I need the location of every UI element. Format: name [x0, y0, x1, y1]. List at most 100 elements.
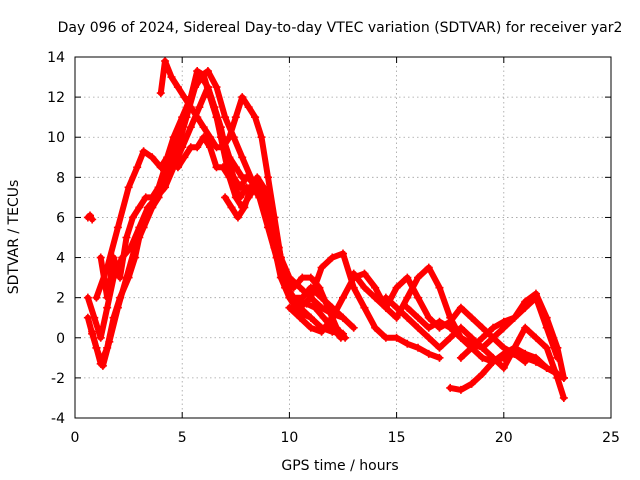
data-point [339, 293, 347, 302]
data-point [381, 333, 390, 342]
data-point [339, 313, 347, 322]
data-point [253, 173, 262, 182]
data-point [403, 313, 412, 322]
data-point [225, 173, 234, 182]
data-point [403, 293, 412, 302]
data-point [231, 113, 240, 122]
data-point [103, 293, 112, 302]
data-point [553, 369, 562, 378]
series-track-12 [446, 343, 568, 394]
y-tick-label: -4 [51, 411, 65, 427]
data-point [173, 163, 182, 172]
data-point [478, 343, 487, 352]
data-point [298, 273, 307, 282]
data-point [221, 113, 230, 122]
data-point [210, 103, 219, 112]
data-point [90, 313, 99, 322]
data-point [285, 303, 294, 312]
data-point [180, 93, 189, 102]
data-point [238, 93, 247, 102]
data-point [478, 323, 487, 332]
data-point [244, 103, 253, 112]
data-point [521, 303, 530, 312]
data-point [296, 303, 305, 312]
data-point [478, 353, 487, 362]
data-point [169, 133, 178, 142]
data-point [296, 313, 305, 322]
data-point [381, 293, 390, 302]
data-point [133, 163, 142, 172]
data-point [414, 293, 423, 302]
data-point [278, 263, 287, 272]
x-tick-label: 15 [388, 430, 406, 446]
data-point [456, 303, 465, 312]
data-point [193, 67, 202, 76]
data-point [225, 133, 234, 142]
data-point [285, 293, 294, 302]
data-point [113, 303, 122, 312]
y-tick-label: 14 [47, 50, 65, 66]
x-tick-labels: 0 5 10 15 20 25 [71, 430, 620, 446]
data-point [103, 303, 112, 312]
data-point [414, 313, 423, 322]
data-point [371, 283, 380, 292]
data-point [238, 153, 247, 162]
data-point [435, 317, 444, 326]
y-tick-label: 4 [56, 251, 65, 267]
data-point [360, 303, 369, 312]
data-point [296, 283, 305, 292]
data-point [435, 343, 444, 352]
data-point [360, 283, 369, 292]
series-line [447, 344, 567, 393]
data-point [173, 83, 182, 92]
data-point [435, 283, 444, 292]
data-point [96, 333, 105, 342]
data-point [446, 323, 455, 332]
data-point [148, 153, 157, 162]
y-tick-label: 8 [56, 170, 65, 186]
data-point [180, 153, 189, 162]
data-point [478, 369, 487, 378]
data-point [456, 353, 465, 362]
data-point [403, 273, 412, 282]
data-point [156, 163, 165, 172]
data-point [542, 363, 551, 372]
data-point [424, 323, 433, 332]
data-point [456, 333, 465, 342]
data-point [336, 333, 345, 342]
data-point [257, 133, 266, 142]
data-point [195, 103, 204, 112]
series-line [457, 294, 561, 361]
data-point [371, 323, 380, 332]
data-point [126, 243, 135, 252]
data-point [531, 293, 540, 302]
data-series-layer [83, 57, 568, 402]
data-point [199, 123, 208, 132]
data-point [317, 293, 326, 302]
data-point [218, 163, 227, 172]
data-point [414, 273, 423, 282]
data-point [542, 343, 551, 352]
data-point [510, 313, 519, 322]
data-point [156, 89, 165, 98]
data-point [392, 283, 401, 292]
data-point [251, 113, 260, 122]
data-point [414, 343, 423, 352]
data-point [103, 263, 112, 272]
data-point [311, 303, 320, 312]
data-point [521, 349, 530, 358]
data-point [531, 353, 540, 362]
data-point [259, 183, 268, 192]
data-point [216, 133, 225, 142]
data-point [446, 383, 455, 392]
data-point [221, 193, 230, 202]
data-point [92, 343, 101, 352]
data-point [467, 313, 476, 322]
series-line [93, 68, 357, 331]
y-tick-label: -2 [51, 371, 65, 387]
chart-title: Day 096 of 2024, Sidereal Day-to-day VTE… [58, 20, 623, 36]
data-point [161, 57, 170, 66]
data-point [206, 133, 215, 142]
axis-ticks [74, 56, 612, 419]
